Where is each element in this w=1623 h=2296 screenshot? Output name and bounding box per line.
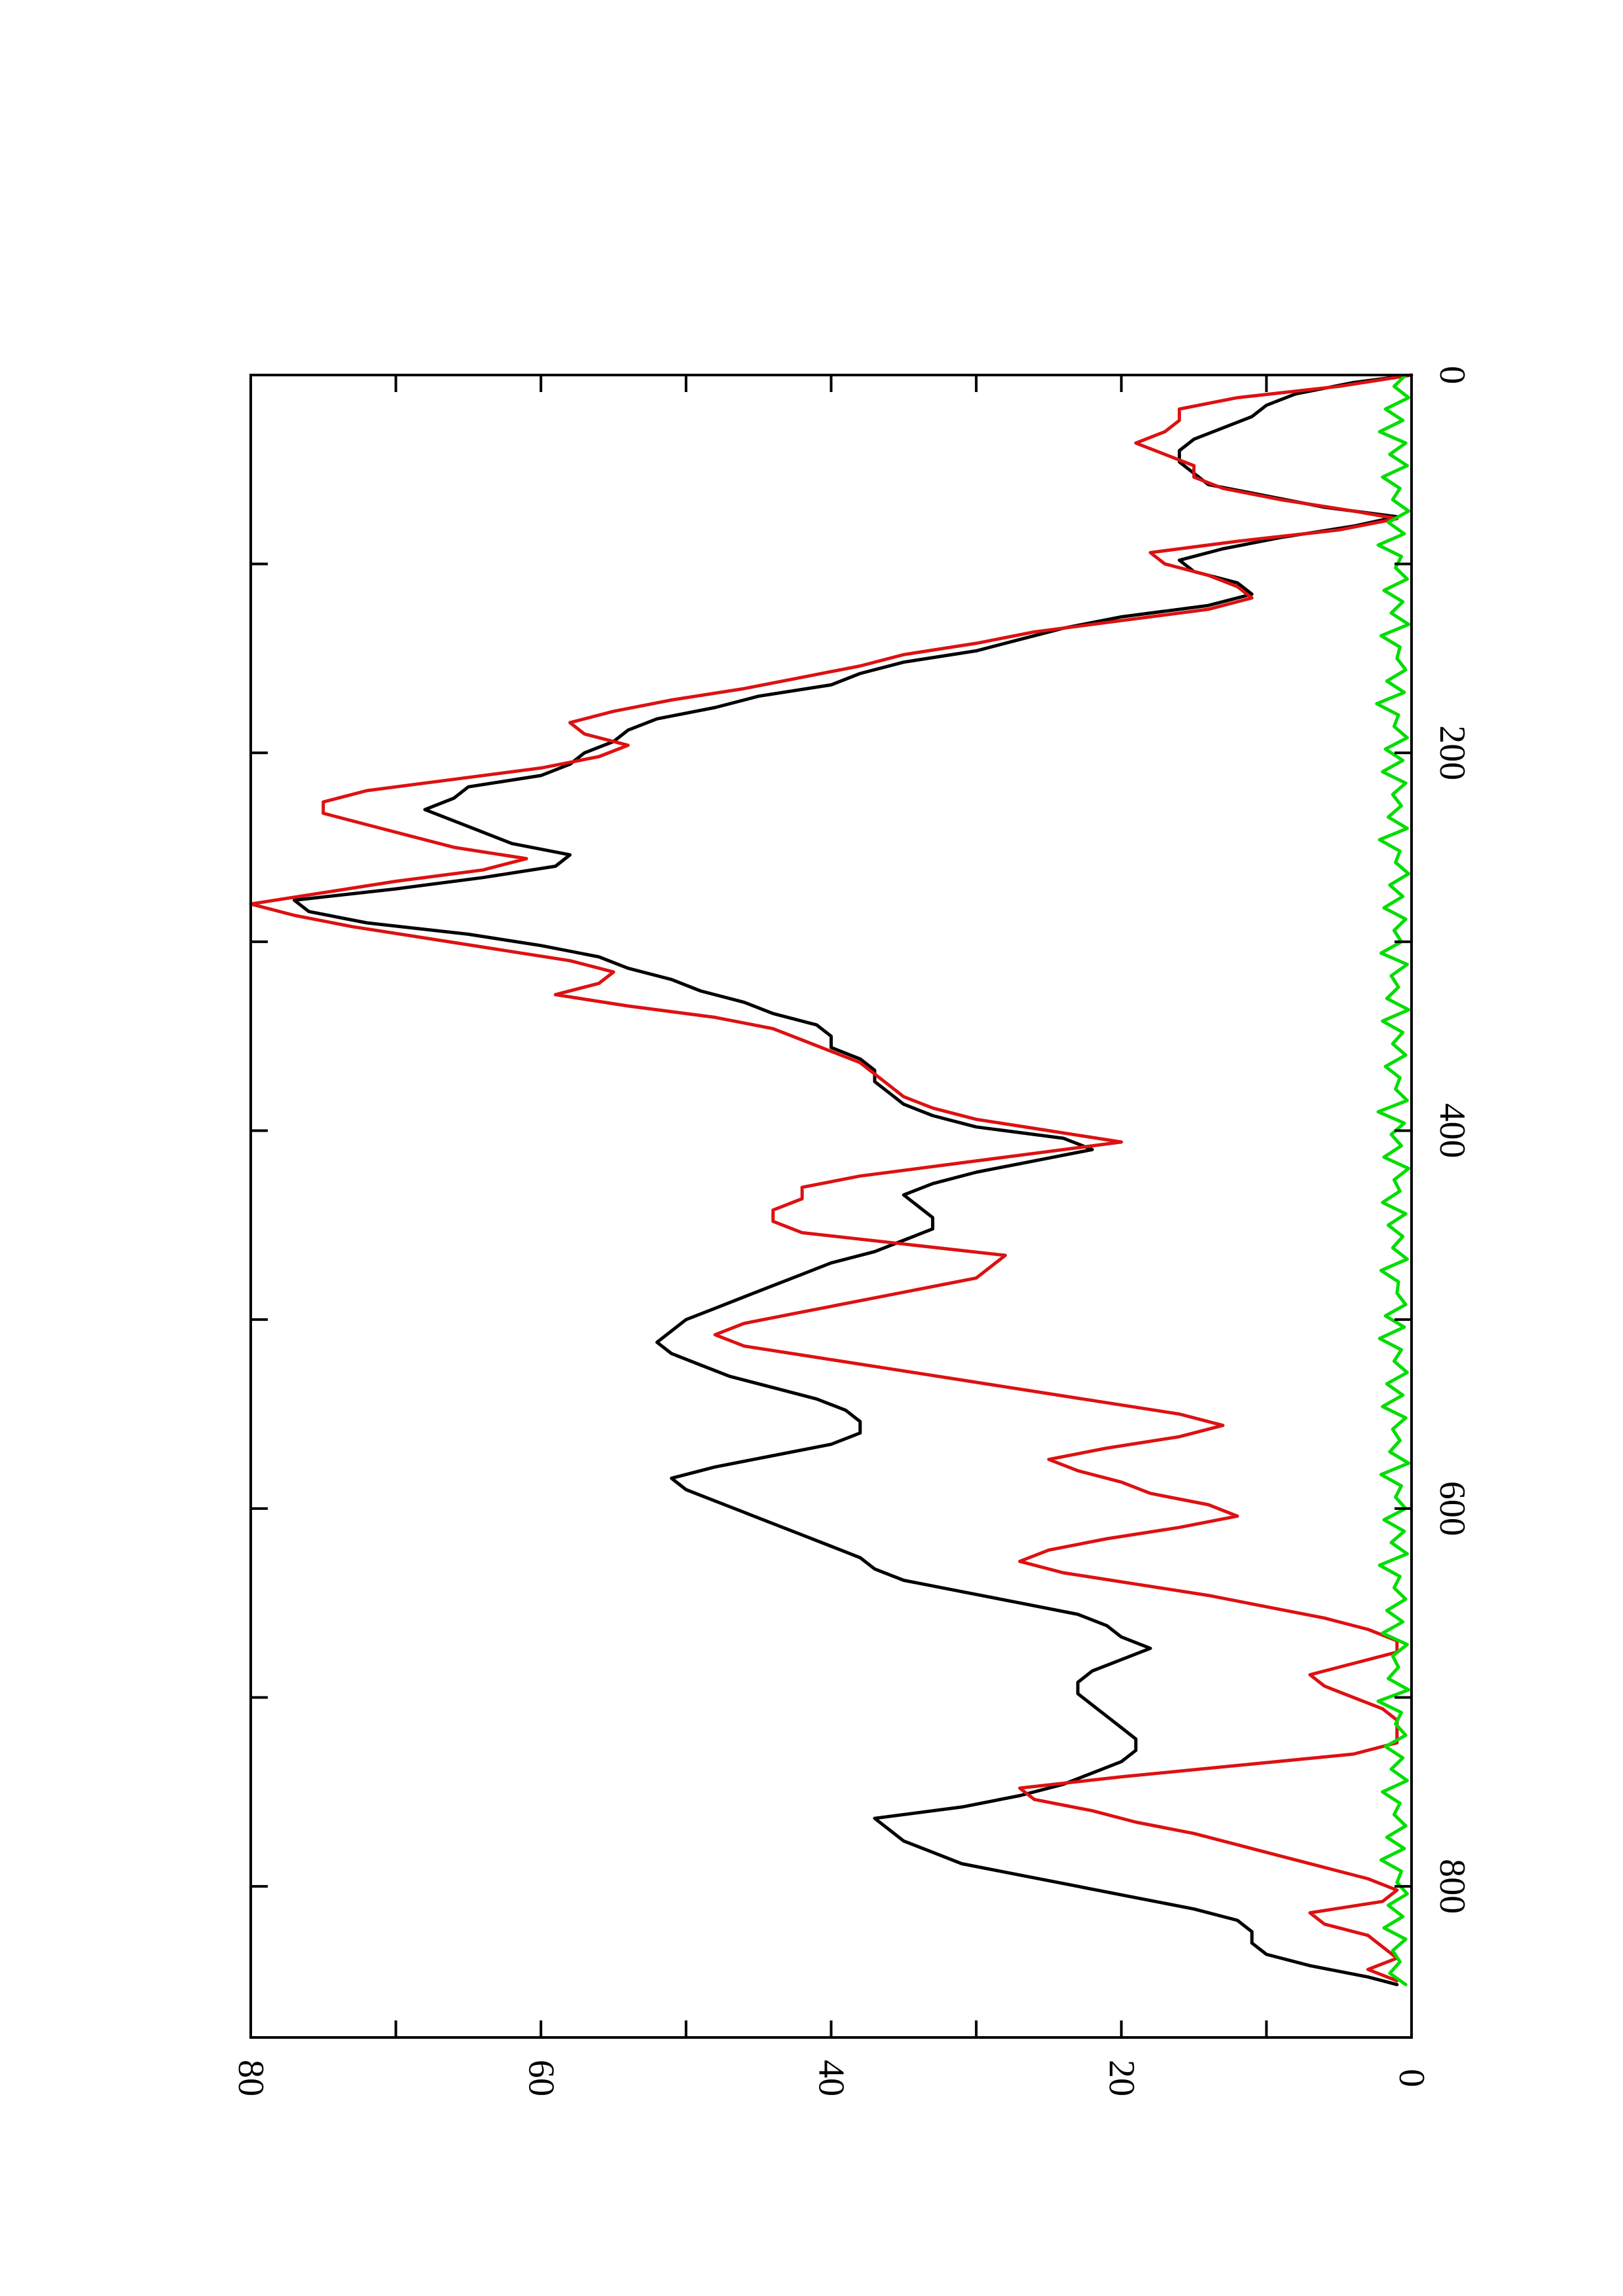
y-tick-label: 60: [520, 2060, 561, 2096]
series-line-3: [1375, 373, 1411, 1986]
x-tick-label: 800: [1432, 1859, 1472, 1914]
series-line-2: [249, 373, 1413, 1982]
series-line-1: [293, 373, 1413, 1986]
x-tick-label: 200: [1432, 725, 1472, 780]
axes: [249, 374, 1413, 2039]
tick-labels: 0 200 400 600 800 0 20 40 60 80: [230, 366, 1472, 2096]
y-tick-label: 0: [1391, 2069, 1432, 2087]
y-tick-label: 80: [230, 2060, 271, 2096]
y-tick-label: 20: [1101, 2060, 1142, 2096]
x-tick-label: 400: [1432, 1103, 1472, 1158]
y-tick-label: 40: [811, 2060, 852, 2096]
plot-area: [249, 373, 1413, 1986]
plot-frame: [249, 374, 1413, 2039]
x-tick-label: 600: [1432, 1481, 1472, 1536]
x-tick-label: 0: [1432, 366, 1472, 384]
